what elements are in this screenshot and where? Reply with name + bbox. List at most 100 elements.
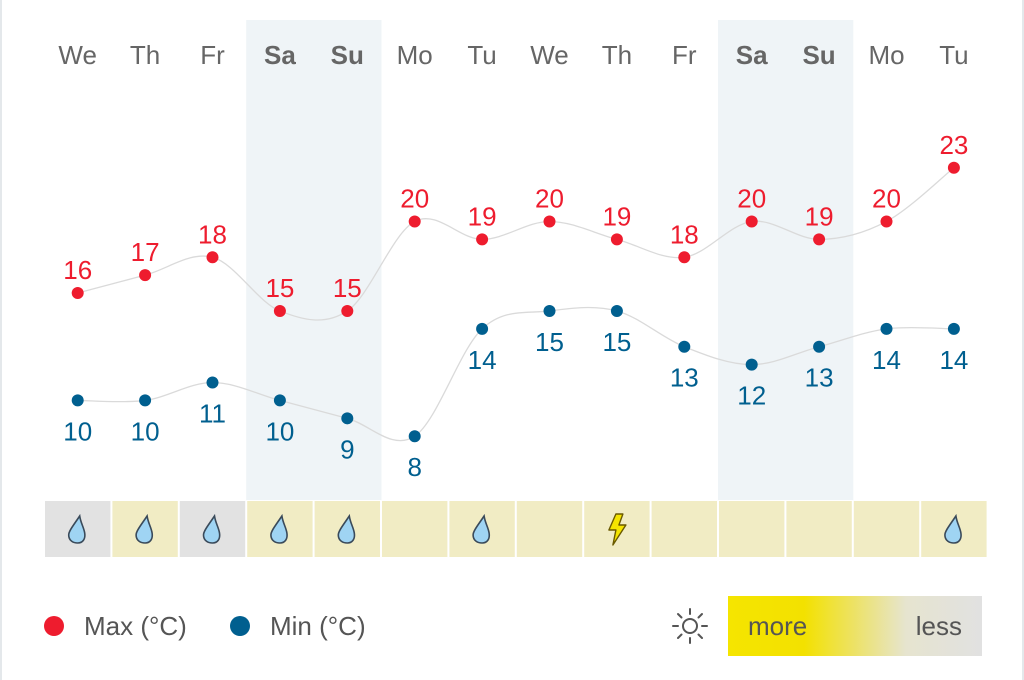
min-value-label: 8 (407, 452, 421, 482)
max-value-label: 20 (872, 183, 901, 213)
max-point (813, 233, 826, 246)
rain-icon (67, 513, 86, 544)
min-value-label: 13 (670, 363, 699, 393)
day-label: Fr (672, 40, 697, 70)
legend-min-marker (230, 616, 250, 636)
rain-icon (202, 513, 221, 544)
legend-min-label: Min (°C) (270, 611, 366, 641)
frame-border-right (1022, 0, 1024, 680)
max-value-label: 17 (131, 237, 160, 267)
min-value-label: 11 (199, 399, 226, 429)
day-label: Mo (868, 40, 904, 70)
sunshine-less-label: less (915, 611, 962, 641)
min-point (947, 322, 960, 335)
max-point (408, 215, 421, 228)
min-value-label: 10 (265, 416, 294, 446)
max-point (947, 161, 960, 174)
rain-icon (337, 513, 356, 544)
max-value-label: 19 (468, 201, 497, 231)
min-point (880, 322, 893, 335)
min-value-label: 14 (939, 345, 968, 375)
max-value-label: 18 (198, 219, 227, 249)
rain-icon (472, 513, 491, 544)
legend-max-marker (44, 616, 64, 636)
rain-icon (270, 513, 288, 544)
min-point (745, 358, 758, 371)
day-label: Mo (397, 40, 433, 70)
min-value-label: 14 (872, 345, 901, 375)
day-label: Th (602, 40, 632, 70)
min-point (206, 376, 219, 389)
min-value-label: 10 (131, 416, 160, 446)
max-point (745, 215, 758, 228)
weekend-band (246, 20, 315, 500)
max-point (139, 269, 152, 282)
max-value-label: 16 (63, 255, 92, 285)
max-point (206, 251, 219, 264)
day-label: We (58, 40, 97, 70)
max-value-label: 15 (265, 273, 294, 303)
max-value-label: 19 (805, 201, 834, 231)
min-point (476, 322, 489, 335)
day-label: Th (130, 40, 160, 70)
min-point (813, 340, 826, 353)
max-point (71, 287, 84, 300)
min-point (139, 394, 152, 407)
min-value-label: 14 (468, 345, 497, 375)
max-point (341, 304, 354, 317)
max-point (678, 251, 691, 264)
min-value-label: 13 (805, 363, 834, 393)
weekend-band (718, 20, 786, 500)
min-value-label: 9 (340, 434, 354, 464)
min-point (71, 394, 84, 407)
day-label: Sa (264, 40, 296, 70)
max-point (610, 233, 623, 246)
sunshine-cell (719, 501, 785, 557)
max-point (880, 215, 893, 228)
weekend-band (313, 20, 382, 500)
max-value-label: 19 (602, 201, 631, 231)
sunshine-cell (516, 501, 583, 557)
day-label: Fr (200, 40, 225, 70)
max-point (543, 215, 556, 228)
frame-border-left (0, 0, 2, 680)
sunshine-cell (651, 501, 717, 557)
max-value-label: 20 (737, 183, 766, 213)
min-point (273, 394, 286, 407)
temperature-chart: We Th Fr Sa Su Mo Tu We Th Fr Sa Su Mo Tu 16 17 18 15 15 20… (45, 20, 987, 557)
max-point (273, 304, 286, 317)
day-label: We (530, 40, 569, 70)
legend-max-label: Max (°C) (84, 611, 187, 641)
weekend-band (785, 20, 854, 500)
min-point (678, 340, 691, 353)
day-label: Tu (467, 40, 496, 70)
max-value-label: 23 (939, 130, 968, 160)
min-series-line (77, 306, 954, 442)
thunder-icon (608, 513, 627, 546)
min-point (543, 304, 556, 317)
day-label: Tu (939, 40, 968, 70)
max-value-label: 15 (333, 273, 362, 303)
min-point (341, 412, 354, 425)
sunshine-cell (786, 501, 852, 557)
day-label: Su (802, 40, 835, 70)
sunshine-scale: more less (728, 596, 982, 656)
sunshine-cell (853, 501, 920, 557)
rain-icon (944, 513, 962, 544)
rain-icon (135, 513, 154, 544)
sun-icon (672, 608, 708, 644)
min-value-label: 15 (602, 327, 631, 357)
sunshine-more-label: more (748, 611, 808, 641)
min-value-label: 12 (737, 381, 766, 411)
max-series-line (77, 167, 955, 321)
day-label: Su (331, 40, 364, 70)
max-value-label: 20 (535, 183, 564, 213)
min-value-label: 10 (63, 416, 92, 446)
min-point (408, 430, 421, 443)
sunshine-cell (382, 501, 448, 557)
max-point (476, 233, 489, 246)
max-value-label: 18 (670, 219, 699, 249)
max-value-label: 20 (400, 183, 429, 213)
min-point (610, 304, 623, 317)
